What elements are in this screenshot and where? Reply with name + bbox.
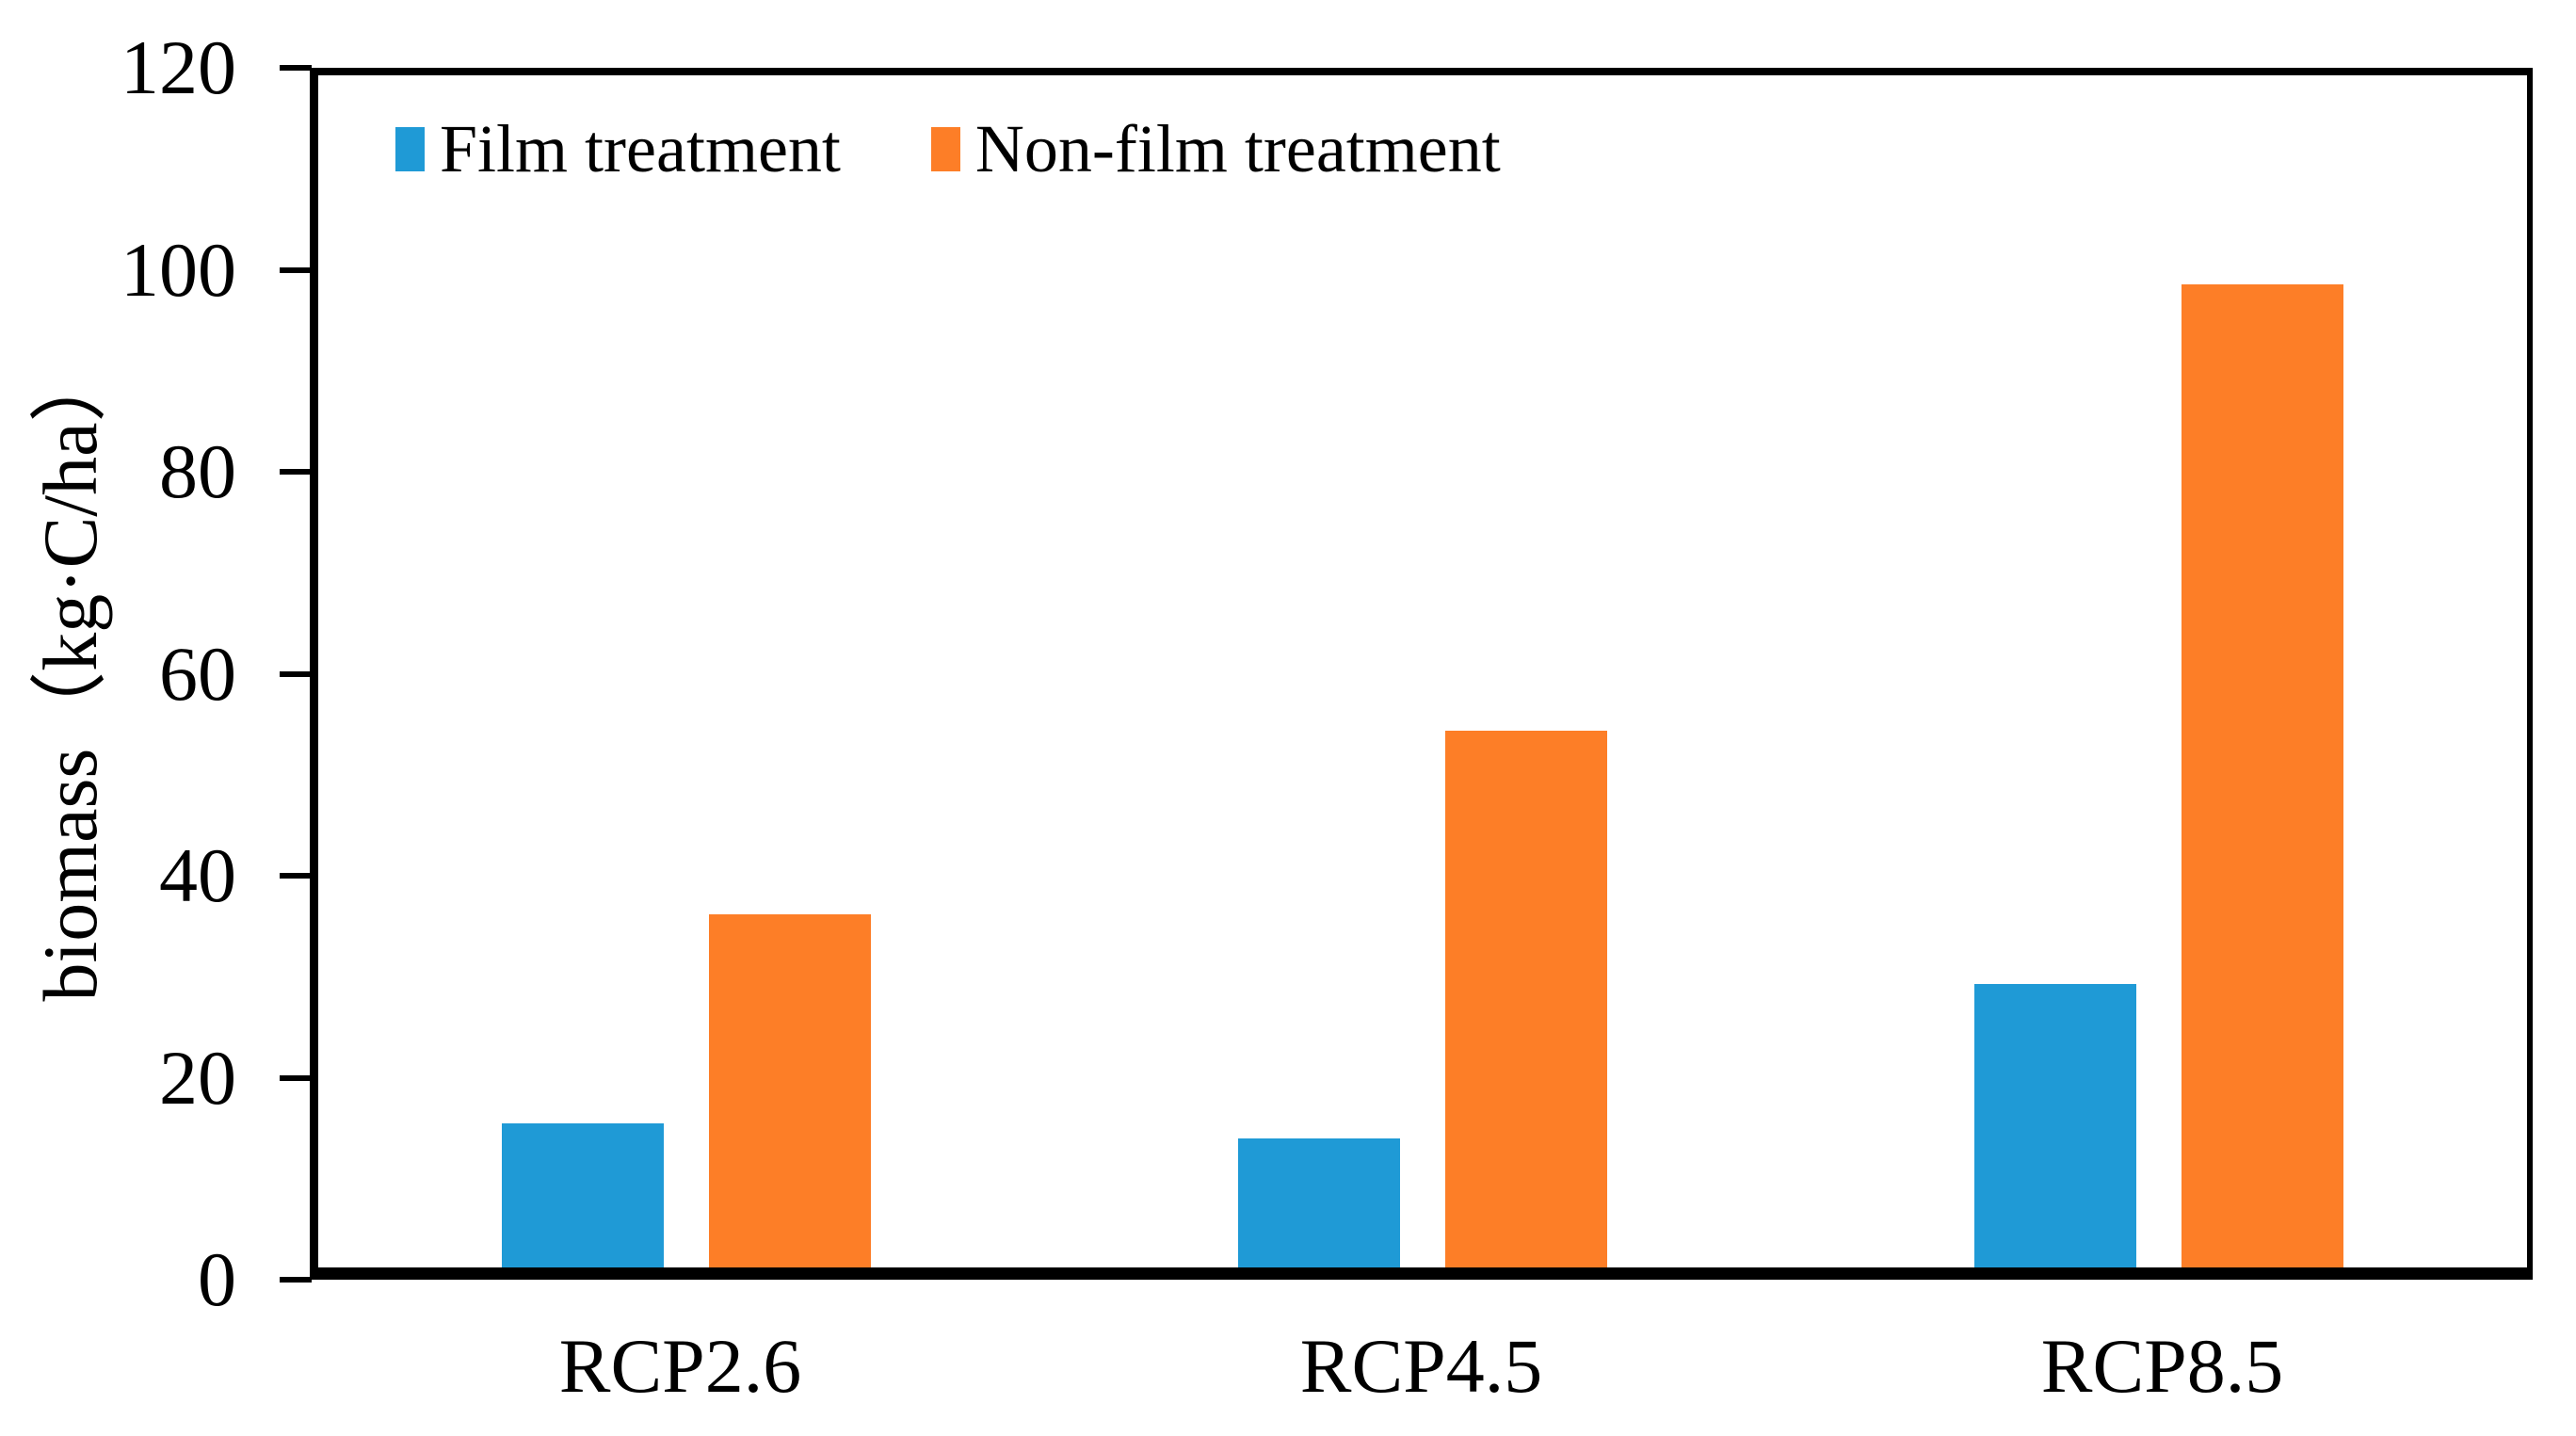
nonfilm-legend-label: Non-film treatment bbox=[974, 111, 1501, 186]
film-legend-label: Film treatment bbox=[440, 111, 841, 186]
bar-group-rcp8.5 bbox=[1791, 75, 2527, 1267]
y-tick-mark bbox=[280, 670, 312, 677]
x-label-rcp8.5: RCP8.5 bbox=[2040, 1323, 2284, 1409]
y-axis-ticks: 0 20 40 60 80 100 120 bbox=[0, 29, 312, 1318]
y-tick-mark bbox=[280, 65, 312, 71]
y-tick-mark bbox=[280, 1277, 312, 1283]
bar-groups bbox=[318, 75, 2527, 1267]
plot-area: Film treatment Non-film treatment bbox=[310, 68, 2533, 1280]
y-tick-mark bbox=[280, 266, 312, 273]
y-tick-mark bbox=[280, 1074, 312, 1081]
nonfilm-legend-swatch-icon bbox=[930, 126, 960, 171]
legend-item-nonfilm: Non-film treatment bbox=[930, 111, 1501, 186]
bar-film-treatment-rcp2.6 bbox=[502, 1123, 664, 1267]
x-axis-labels: RCP2.6 RCP4.5 RCP8.5 bbox=[310, 1322, 2533, 1411]
y-tick-label: 100 bbox=[121, 226, 236, 313]
y-tick-label: 120 bbox=[121, 24, 236, 110]
y-tick-mark bbox=[280, 873, 312, 879]
y-tick-label: 20 bbox=[159, 1034, 236, 1121]
legend: Film treatment Non-film treatment bbox=[395, 115, 1501, 183]
film-legend-swatch-icon bbox=[395, 126, 425, 171]
bar-film-treatment-rcp8.5 bbox=[1974, 984, 2136, 1267]
y-tick-label: 80 bbox=[159, 428, 236, 514]
x-label-rcp4.5: RCP4.5 bbox=[1299, 1323, 1543, 1409]
y-tick-label: 60 bbox=[159, 630, 236, 717]
x-label-rcp2.6: RCP2.6 bbox=[558, 1323, 802, 1409]
bar-non-film-treatment-rcp8.5 bbox=[2182, 283, 2343, 1267]
bar-group-rcp4.5 bbox=[1055, 75, 1791, 1267]
y-tick-label: 40 bbox=[159, 832, 236, 918]
bar-non-film-treatment-rcp4.5 bbox=[1445, 731, 1607, 1267]
bar-group-rcp2.6 bbox=[318, 75, 1055, 1267]
y-tick-mark bbox=[280, 469, 312, 475]
legend-item-film: Film treatment bbox=[395, 115, 841, 183]
y-tick-label: 0 bbox=[198, 1236, 236, 1322]
bar-non-film-treatment-rcp2.6 bbox=[709, 914, 871, 1267]
bar-film-treatment-rcp4.5 bbox=[1238, 1138, 1400, 1267]
